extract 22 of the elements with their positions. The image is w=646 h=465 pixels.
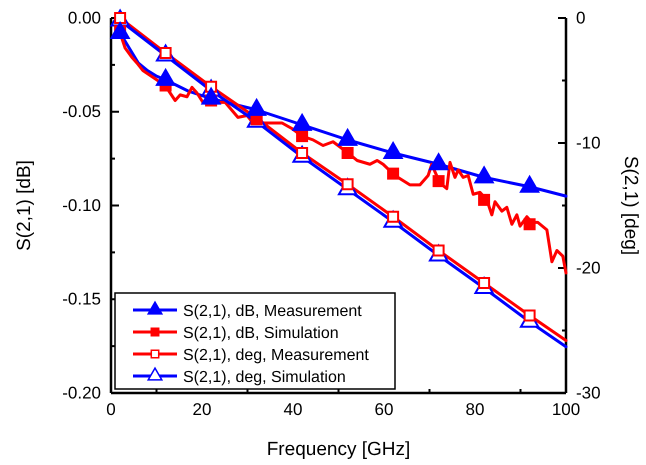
- x-axis-title: Frequency [GHz]: [266, 439, 410, 460]
- y2-axis-title: S(2,1) [deg]: [620, 156, 641, 256]
- legend-label: S(2,1), deg, Measurement: [183, 347, 370, 364]
- y2-tick-label: -10: [576, 133, 601, 152]
- x-tick-label: 20: [192, 400, 212, 420]
- legend-label: S(2,1), dB, Measurement: [183, 303, 362, 320]
- x-tick-label: 100: [552, 400, 580, 420]
- x-tick-label: 60: [374, 400, 394, 420]
- text: -0.20: [62, 383, 101, 402]
- x-tick-label: 40: [284, 400, 302, 420]
- y-axis-title: S(2,1) [dB]: [14, 160, 35, 251]
- x-tick-label: 80: [466, 400, 484, 420]
- y-tick-label: 0.00: [68, 8, 101, 28]
- y2-tick-label: -30: [576, 383, 601, 402]
- legend-label: S(2,1), deg, Simulation: [183, 369, 346, 386]
- x-tick-label: 0: [106, 400, 116, 420]
- legend-label: S(2,1), dB, Simulation: [183, 325, 339, 342]
- y2-tick-label: 0: [576, 8, 586, 28]
- y-tick-label: -0.15: [62, 290, 101, 309]
- y-tick-label: -0.05: [62, 102, 101, 122]
- y-tick-label: -0.10: [62, 196, 101, 215]
- y2-tick-label: -20: [576, 258, 601, 278]
